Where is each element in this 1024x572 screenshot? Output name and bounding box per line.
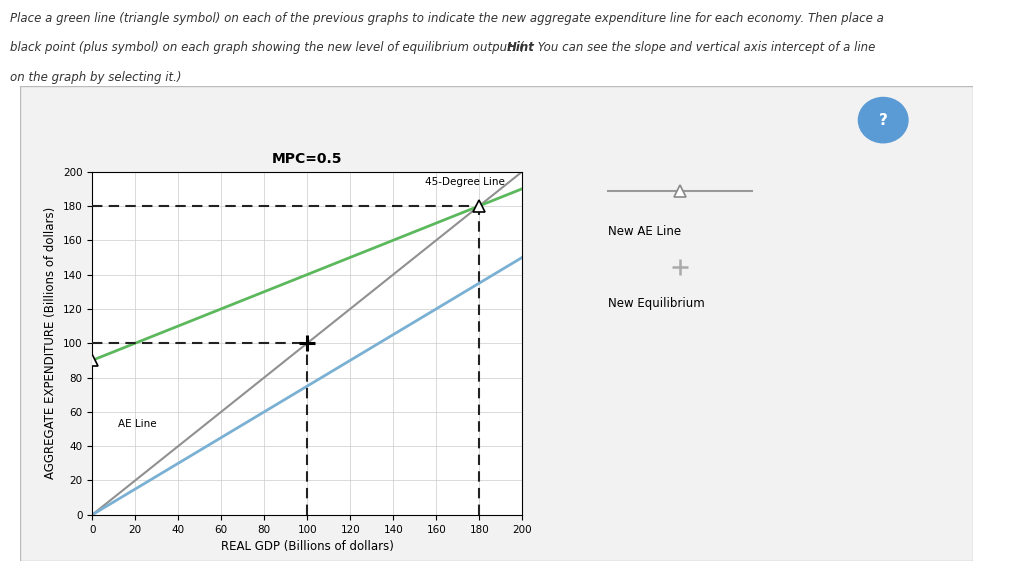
Text: ?: ?: [879, 113, 888, 128]
Text: New Equilibrium: New Equilibrium: [608, 297, 705, 311]
Text: New AE Line: New AE Line: [608, 225, 681, 239]
Text: on the graph by selecting it.): on the graph by selecting it.): [10, 71, 181, 84]
Text: black point (plus symbol) on each graph showing the new level of equilibrium out: black point (plus symbol) on each graph …: [10, 41, 524, 54]
Text: : You can see the slope and vertical axis intercept of a line: : You can see the slope and vertical axi…: [529, 41, 874, 54]
Y-axis label: AGGREGATE EXPENDITURE (Billions of dollars): AGGREGATE EXPENDITURE (Billions of dolla…: [44, 207, 57, 479]
Text: 45-Degree Line: 45-Degree Line: [426, 177, 506, 186]
Text: Place a green line (triangle symbol) on each of the previous graphs to indicate : Place a green line (triangle symbol) on …: [10, 11, 884, 25]
Circle shape: [858, 97, 908, 143]
Title: MPC=0.5: MPC=0.5: [272, 152, 342, 166]
X-axis label: REAL GDP (Billions of dollars): REAL GDP (Billions of dollars): [221, 540, 393, 553]
Text: Hint: Hint: [507, 41, 535, 54]
FancyBboxPatch shape: [20, 86, 973, 561]
Text: AE Line: AE Line: [118, 419, 157, 428]
